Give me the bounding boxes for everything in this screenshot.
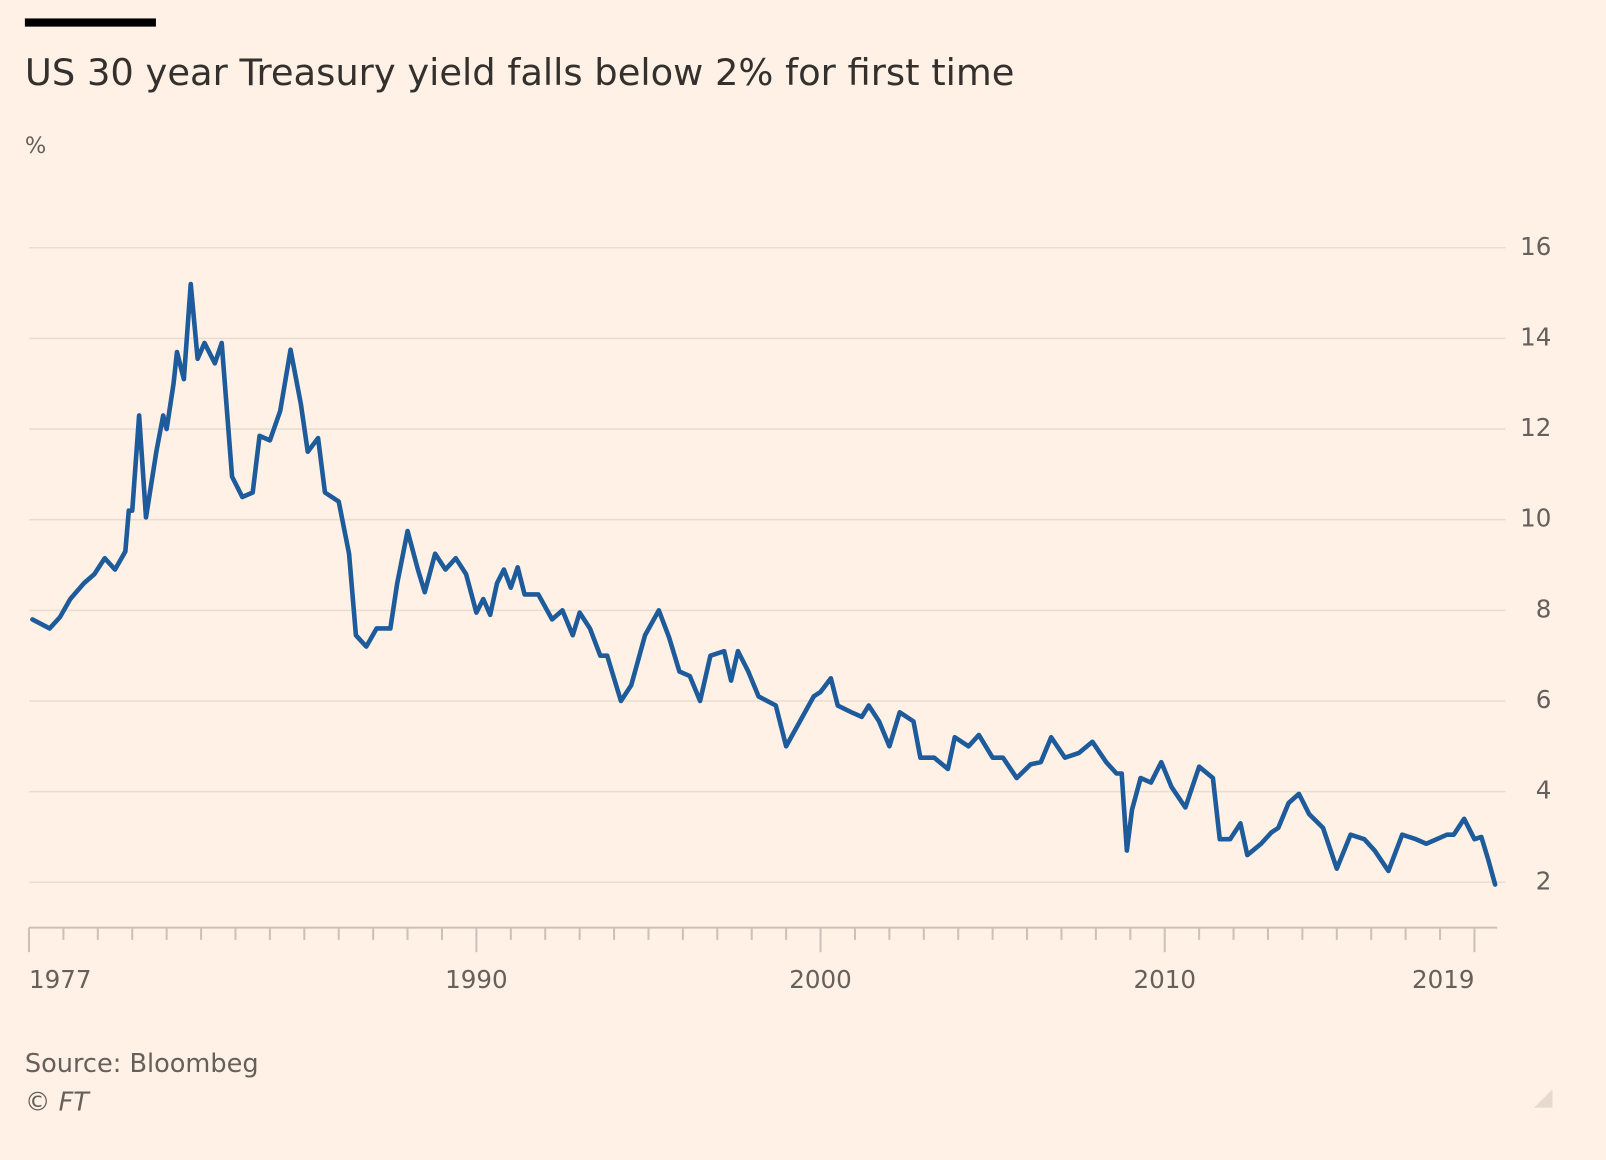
- x-tick-label: 2010: [1133, 965, 1196, 994]
- y-tick-label: 10: [1520, 504, 1551, 533]
- x-tick-label: 2000: [789, 965, 852, 994]
- y-tick-label: 4: [1536, 776, 1552, 805]
- x-tick-label: 1977: [29, 965, 92, 994]
- y-tick-label: 12: [1520, 413, 1551, 442]
- x-tick-label: 1990: [445, 965, 508, 994]
- y-tick-label: 6: [1536, 685, 1552, 714]
- y-tick-label: 14: [1520, 322, 1551, 351]
- y-tick-label: 2: [1536, 866, 1552, 895]
- resize-corner: [1534, 1089, 1553, 1108]
- title-bar: [24, 18, 156, 27]
- x-tick-label: 2019: [1412, 965, 1475, 994]
- y-axis-unit: %: [25, 133, 46, 159]
- source: Source: Bloombeg: [25, 1049, 259, 1079]
- data-line: [30, 281, 1498, 887]
- copyright: © FT: [25, 1088, 91, 1118]
- chart-title: US 30 year Treasury yield falls below 2%…: [25, 51, 1015, 94]
- y-tick-label: 8: [1536, 594, 1552, 623]
- y-tick-label: 16: [1520, 232, 1551, 261]
